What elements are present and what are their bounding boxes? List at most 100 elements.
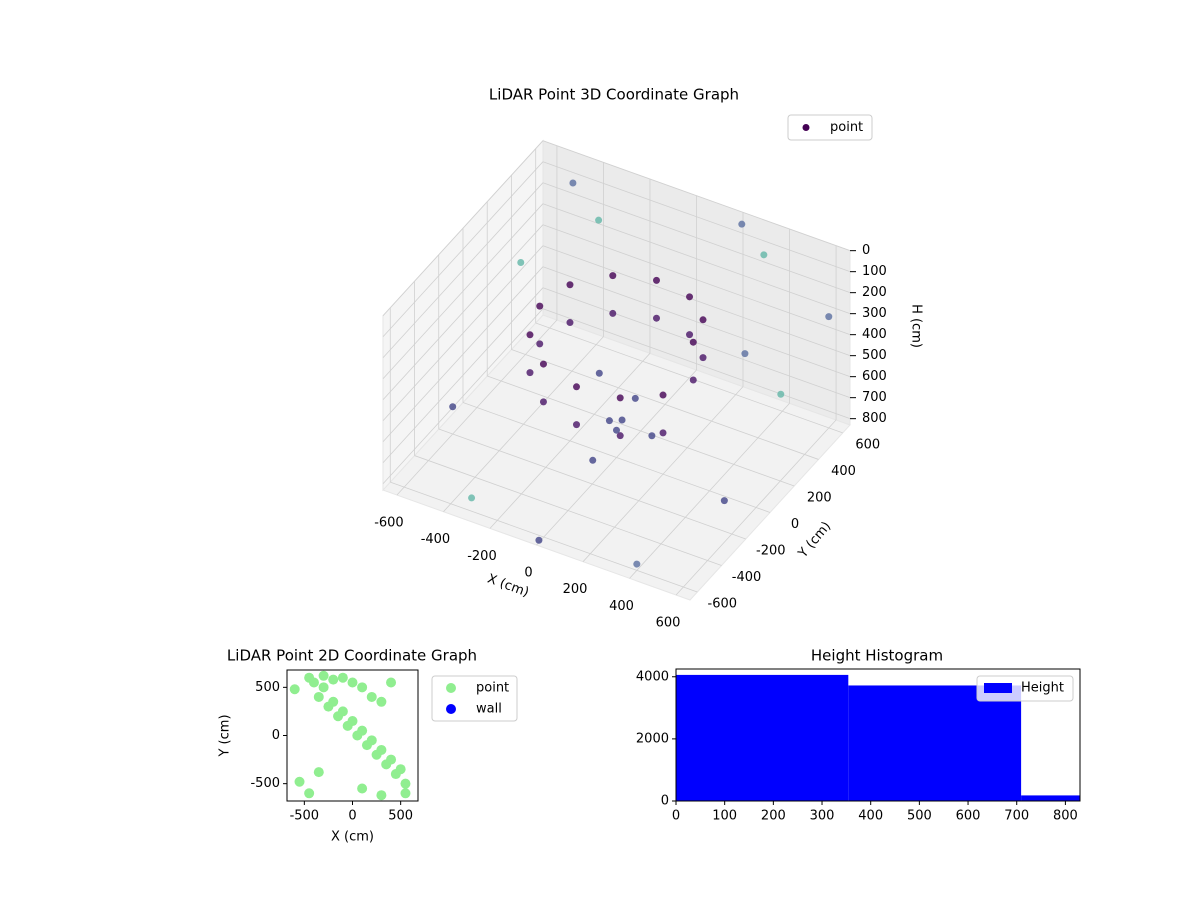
point <box>825 313 833 321</box>
point <box>308 677 319 688</box>
point <box>616 394 624 402</box>
y-tick-label: 2000 <box>636 731 669 746</box>
point <box>659 391 667 399</box>
y-tick-label: 0 <box>272 728 280 743</box>
y-tick-label: -400 <box>732 570 762 585</box>
plot-area <box>289 670 411 801</box>
point <box>689 376 697 384</box>
x-tick-label: 400 <box>609 599 634 614</box>
x-tick-label: -600 <box>374 516 404 531</box>
z-tick-label: 700 <box>862 390 887 405</box>
point <box>289 684 300 695</box>
grid-line <box>542 140 851 252</box>
grid-line <box>382 203 544 380</box>
point <box>566 281 574 289</box>
point <box>376 696 387 707</box>
point <box>699 354 707 362</box>
legend-label: point <box>830 120 863 135</box>
z-tick-label: 800 <box>862 411 887 426</box>
legend-label: point <box>476 681 509 696</box>
point <box>539 360 547 368</box>
point <box>347 677 358 688</box>
point <box>357 725 368 736</box>
y-tick-label: 4000 <box>636 669 669 684</box>
point <box>386 677 397 688</box>
legend-marker <box>446 704 456 714</box>
point <box>595 369 603 377</box>
x-tick-label: 200 <box>761 809 786 824</box>
point <box>631 394 639 402</box>
grid-line <box>511 349 819 460</box>
legend-box <box>787 114 873 141</box>
point <box>357 682 368 693</box>
point <box>618 416 626 424</box>
x-tick-label: 300 <box>810 809 835 824</box>
point <box>376 744 387 755</box>
point <box>337 706 348 717</box>
point <box>686 293 694 301</box>
legend-label: Height <box>1021 681 1064 696</box>
point <box>760 251 768 259</box>
point <box>689 338 697 346</box>
y-axis-label: Y (cm) <box>795 519 834 562</box>
z-tick-label: 300 <box>862 306 887 321</box>
x-axis-label: X (cm) <box>331 830 374 845</box>
point <box>536 302 544 310</box>
grid-line <box>535 322 843 434</box>
grid-line <box>542 308 851 420</box>
point <box>347 716 358 727</box>
point <box>699 316 707 324</box>
grid-line <box>542 245 851 357</box>
point <box>616 432 624 440</box>
x-tick-label: 0 <box>672 809 680 824</box>
point <box>517 259 525 267</box>
grid-line <box>382 224 544 401</box>
grid-line <box>382 161 544 338</box>
point <box>386 754 397 765</box>
point <box>613 426 620 434</box>
x-tick-label: 700 <box>1004 809 1029 824</box>
point <box>313 691 324 702</box>
x-tick-label: 600 <box>956 809 981 824</box>
x-tick-label: 200 <box>563 582 588 597</box>
point <box>648 432 656 440</box>
x-tick-label: 500 <box>907 809 932 824</box>
y-tick-label: -600 <box>708 597 738 612</box>
point <box>686 331 694 339</box>
point <box>777 390 785 398</box>
grid-line <box>382 245 544 422</box>
x-tick-label: 0 <box>524 566 532 581</box>
point <box>366 691 377 702</box>
point <box>720 497 728 505</box>
axes-frame <box>675 668 1081 802</box>
point <box>328 696 339 707</box>
point <box>589 456 597 464</box>
z-tick-label: 500 <box>862 348 887 363</box>
legend-marker <box>984 683 1012 693</box>
point <box>357 783 368 794</box>
y-tick-label: 400 <box>831 464 856 479</box>
point <box>605 417 613 425</box>
y-axis-label: Y (cm) <box>218 714 233 757</box>
grid-line <box>542 224 851 336</box>
point <box>328 674 339 685</box>
point <box>304 788 315 799</box>
x-tick-label: 500 <box>388 809 413 824</box>
point <box>609 272 617 280</box>
point <box>633 560 641 568</box>
point <box>536 340 544 348</box>
point <box>366 735 377 746</box>
x-tick-label: 800 <box>1053 809 1078 824</box>
y-tick-label: 500 <box>255 680 280 695</box>
x-tick-label: -400 <box>421 532 451 547</box>
x-tick-label: -200 <box>467 549 497 564</box>
point <box>609 309 617 317</box>
legend-box <box>976 675 1074 702</box>
point <box>539 398 547 406</box>
legend-marker <box>802 124 810 131</box>
z-tick-label: 400 <box>862 327 887 342</box>
y-tick-label: 600 <box>855 437 880 452</box>
point <box>569 179 577 187</box>
point <box>573 421 581 429</box>
point <box>400 778 411 789</box>
